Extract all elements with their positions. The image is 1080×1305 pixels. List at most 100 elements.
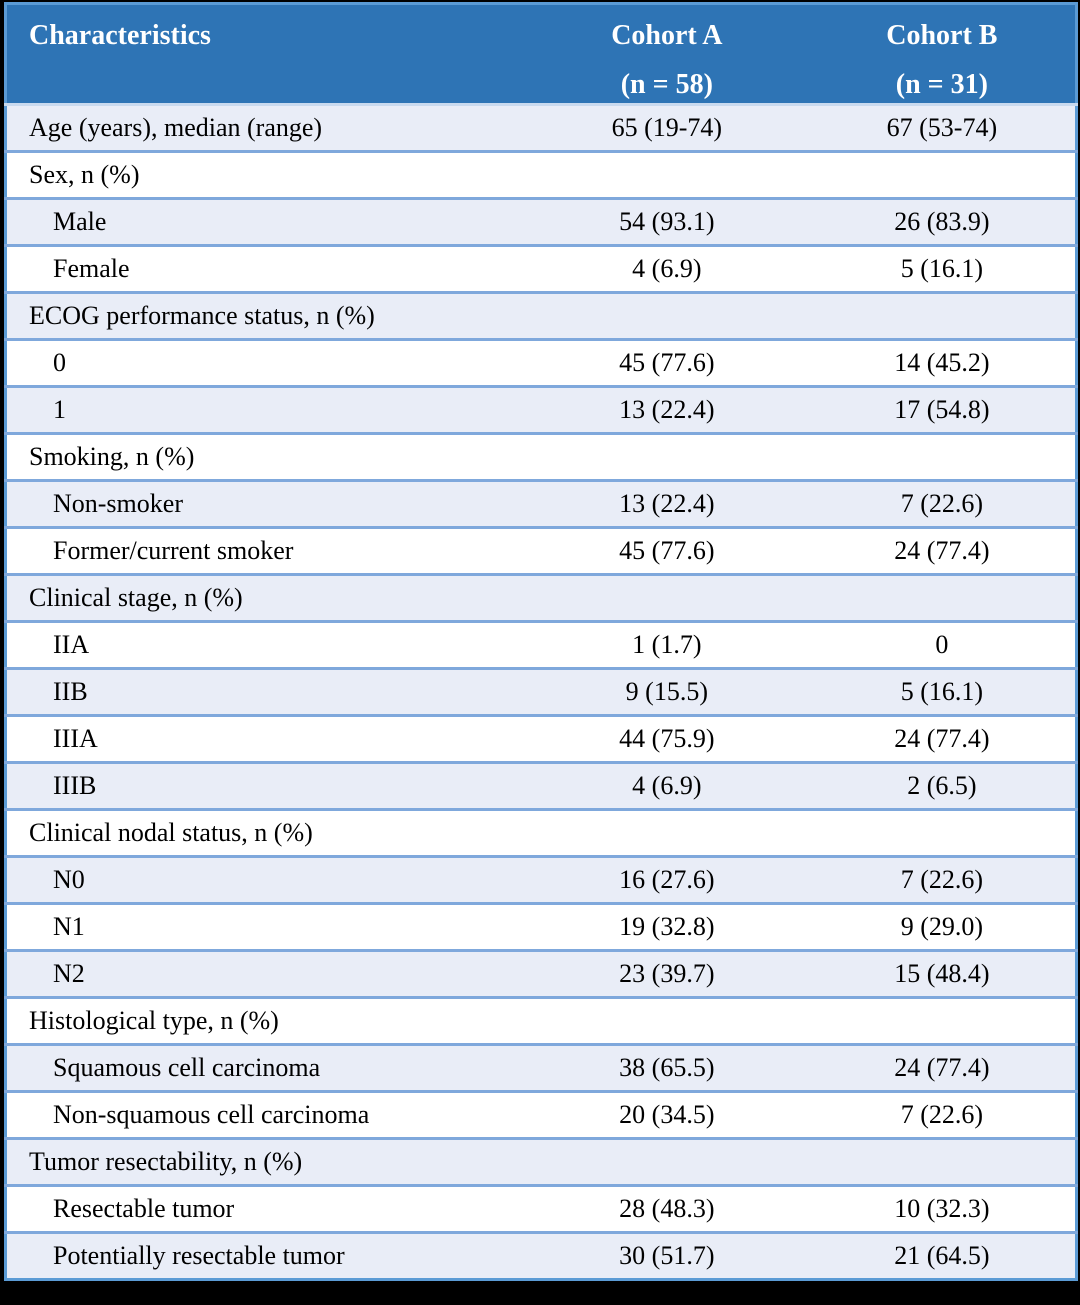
table-row: Female 4 (6.9) 5 (16.1) bbox=[5, 244, 1077, 293]
row-label-cell: IIB bbox=[5, 667, 525, 716]
table-row: Non-smoker 13 (22.4) 7 (22.6) bbox=[5, 479, 1077, 528]
cohort-a-value-cell bbox=[524, 1137, 809, 1186]
table-header: Characteristics Cohort A (n = 58) Cohort… bbox=[5, 3, 1077, 106]
header-characteristics: Characteristics bbox=[5, 3, 525, 106]
cohort-a-value-cell: 4 (6.9) bbox=[524, 244, 809, 293]
row-label-cell: Non-smoker bbox=[5, 479, 525, 528]
cohort-b-name: Cohort B bbox=[886, 20, 998, 51]
cohort-b-value-cell: 14 (45.2) bbox=[808, 338, 1077, 387]
table-row: Histological type, n (%) bbox=[5, 996, 1077, 1045]
table-row: Clinical nodal status, n (%) bbox=[5, 808, 1077, 857]
table-row: Squamous cell carcinoma 38 (65.5) 24 (77… bbox=[5, 1043, 1077, 1092]
table-row: IIIB 4 (6.9) 2 (6.5) bbox=[5, 761, 1077, 810]
row-label-cell: Male bbox=[5, 197, 525, 246]
row-label-cell: Sex, n (%) bbox=[5, 150, 525, 199]
table-body: Age (years), median (range) 65 (19-74) 6… bbox=[5, 103, 1077, 1280]
cohort-a-value-cell: 30 (51.7) bbox=[524, 1231, 809, 1280]
header-cohort-a: Cohort A (n = 58) bbox=[524, 3, 809, 106]
cohort-b-value-cell: 17 (54.8) bbox=[808, 385, 1077, 434]
cohort-b-value-cell: 5 (16.1) bbox=[808, 667, 1077, 716]
cohort-a-value-cell: 45 (77.6) bbox=[524, 526, 809, 575]
cohort-b-value-cell: 24 (77.4) bbox=[808, 714, 1077, 763]
cohort-b-value-cell: 5 (16.1) bbox=[808, 244, 1077, 293]
row-label-cell: IIA bbox=[5, 620, 525, 669]
row-label-cell: Histological type, n (%) bbox=[5, 996, 525, 1045]
table-row: 0 45 (77.6) 14 (45.2) bbox=[5, 338, 1077, 387]
row-label-cell: Smoking, n (%) bbox=[5, 432, 525, 481]
table-row: Age (years), median (range) 65 (19-74) 6… bbox=[5, 103, 1077, 152]
cohort-b-value-cell bbox=[808, 996, 1077, 1045]
row-label-cell: Tumor resectability, n (%) bbox=[5, 1137, 525, 1186]
cohort-a-value-cell: 16 (27.6) bbox=[524, 855, 809, 904]
cohort-a-value-cell bbox=[524, 291, 809, 340]
table-row: Former/current smoker 45 (77.6) 24 (77.4… bbox=[5, 526, 1077, 575]
cohort-a-value-cell: 28 (48.3) bbox=[524, 1184, 809, 1233]
row-label-cell: Former/current smoker bbox=[5, 526, 525, 575]
table-row: Potentially resectable tumor 30 (51.7) 2… bbox=[5, 1231, 1077, 1280]
cohort-b-value-cell: 7 (22.6) bbox=[808, 855, 1077, 904]
cohort-a-name: Cohort A bbox=[611, 20, 723, 51]
cohort-a-value-cell bbox=[524, 432, 809, 481]
table-row: N0 16 (27.6) 7 (22.6) bbox=[5, 855, 1077, 904]
row-label-cell: 0 bbox=[5, 338, 525, 387]
table-row: Clinical stage, n (%) bbox=[5, 573, 1077, 622]
cohort-a-value-cell: 45 (77.6) bbox=[524, 338, 809, 387]
table-row: Sex, n (%) bbox=[5, 150, 1077, 199]
cohort-b-value-cell: 10 (32.3) bbox=[808, 1184, 1077, 1233]
row-label-cell: Female bbox=[5, 244, 525, 293]
row-label-cell: Squamous cell carcinoma bbox=[5, 1043, 525, 1092]
table-row: Tumor resectability, n (%) bbox=[5, 1137, 1077, 1186]
cohort-b-value-cell: 0 bbox=[808, 620, 1077, 669]
cohort-a-sample-size: (n = 58) bbox=[620, 69, 713, 100]
cohort-b-sample-size: (n = 31) bbox=[895, 69, 988, 100]
row-label-cell: N1 bbox=[5, 902, 525, 951]
row-label-cell: IIIB bbox=[5, 761, 525, 810]
cohort-b-value-cell: 15 (48.4) bbox=[808, 949, 1077, 998]
header-cohort-b: Cohort B (n = 31) bbox=[808, 3, 1077, 106]
characteristics-table-frame: Characteristics Cohort A (n = 58) Cohort… bbox=[4, 2, 1078, 1281]
cohort-b-value-cell: 24 (77.4) bbox=[808, 1043, 1077, 1092]
cohort-b-value-cell: 7 (22.6) bbox=[808, 1090, 1077, 1139]
cohort-b-value-cell bbox=[808, 1137, 1077, 1186]
cohort-a-value-cell: 65 (19-74) bbox=[524, 103, 809, 152]
table-row: N1 19 (32.8) 9 (29.0) bbox=[5, 902, 1077, 951]
cohort-a-value-cell bbox=[524, 573, 809, 622]
cohort-b-value-cell: 21 (64.5) bbox=[808, 1231, 1077, 1280]
row-label-cell: Clinical stage, n (%) bbox=[5, 573, 525, 622]
table-row: 1 13 (22.4) 17 (54.8) bbox=[5, 385, 1077, 434]
cohort-a-value-cell: 13 (22.4) bbox=[524, 479, 809, 528]
cohort-b-value-cell: 24 (77.4) bbox=[808, 526, 1077, 575]
row-label-cell: Resectable tumor bbox=[5, 1184, 525, 1233]
cohort-b-value-cell bbox=[808, 573, 1077, 622]
cohort-b-value-cell: 2 (6.5) bbox=[808, 761, 1077, 810]
cohort-b-value-cell: 7 (22.6) bbox=[808, 479, 1077, 528]
row-label-cell: Potentially resectable tumor bbox=[5, 1231, 525, 1280]
row-label-cell: 1 bbox=[5, 385, 525, 434]
patient-characteristics-table: Characteristics Cohort A (n = 58) Cohort… bbox=[4, 2, 1078, 1281]
table-row: IIA 1 (1.7) 0 bbox=[5, 620, 1077, 669]
cohort-a-value-cell: 54 (93.1) bbox=[524, 197, 809, 246]
table-row: Non-squamous cell carcinoma 20 (34.5) 7 … bbox=[5, 1090, 1077, 1139]
cohort-b-value-cell: 67 (53-74) bbox=[808, 103, 1077, 152]
cohort-a-value-cell: 1 (1.7) bbox=[524, 620, 809, 669]
row-label-cell: Non-squamous cell carcinoma bbox=[5, 1090, 525, 1139]
table-row: N2 23 (39.7) 15 (48.4) bbox=[5, 949, 1077, 998]
cohort-b-value-cell bbox=[808, 808, 1077, 857]
cohort-a-value-cell: 13 (22.4) bbox=[524, 385, 809, 434]
table-row: ECOG performance status, n (%) bbox=[5, 291, 1077, 340]
cohort-a-value-cell: 38 (65.5) bbox=[524, 1043, 809, 1092]
row-label-cell: Age (years), median (range) bbox=[5, 103, 525, 152]
table-row: Smoking, n (%) bbox=[5, 432, 1077, 481]
table-row: Resectable tumor 28 (48.3) 10 (32.3) bbox=[5, 1184, 1077, 1233]
cohort-a-value-cell: 4 (6.9) bbox=[524, 761, 809, 810]
header-row: Characteristics Cohort A (n = 58) Cohort… bbox=[5, 3, 1077, 106]
table-row: Male 54 (93.1) 26 (83.9) bbox=[5, 197, 1077, 246]
table-row: IIB 9 (15.5) 5 (16.1) bbox=[5, 667, 1077, 716]
cohort-b-value-cell bbox=[808, 432, 1077, 481]
cohort-a-value-cell: 20 (34.5) bbox=[524, 1090, 809, 1139]
cohort-a-value-cell bbox=[524, 150, 809, 199]
row-label-cell: N2 bbox=[5, 949, 525, 998]
cohort-a-value-cell: 9 (15.5) bbox=[524, 667, 809, 716]
row-label-cell: ECOG performance status, n (%) bbox=[5, 291, 525, 340]
